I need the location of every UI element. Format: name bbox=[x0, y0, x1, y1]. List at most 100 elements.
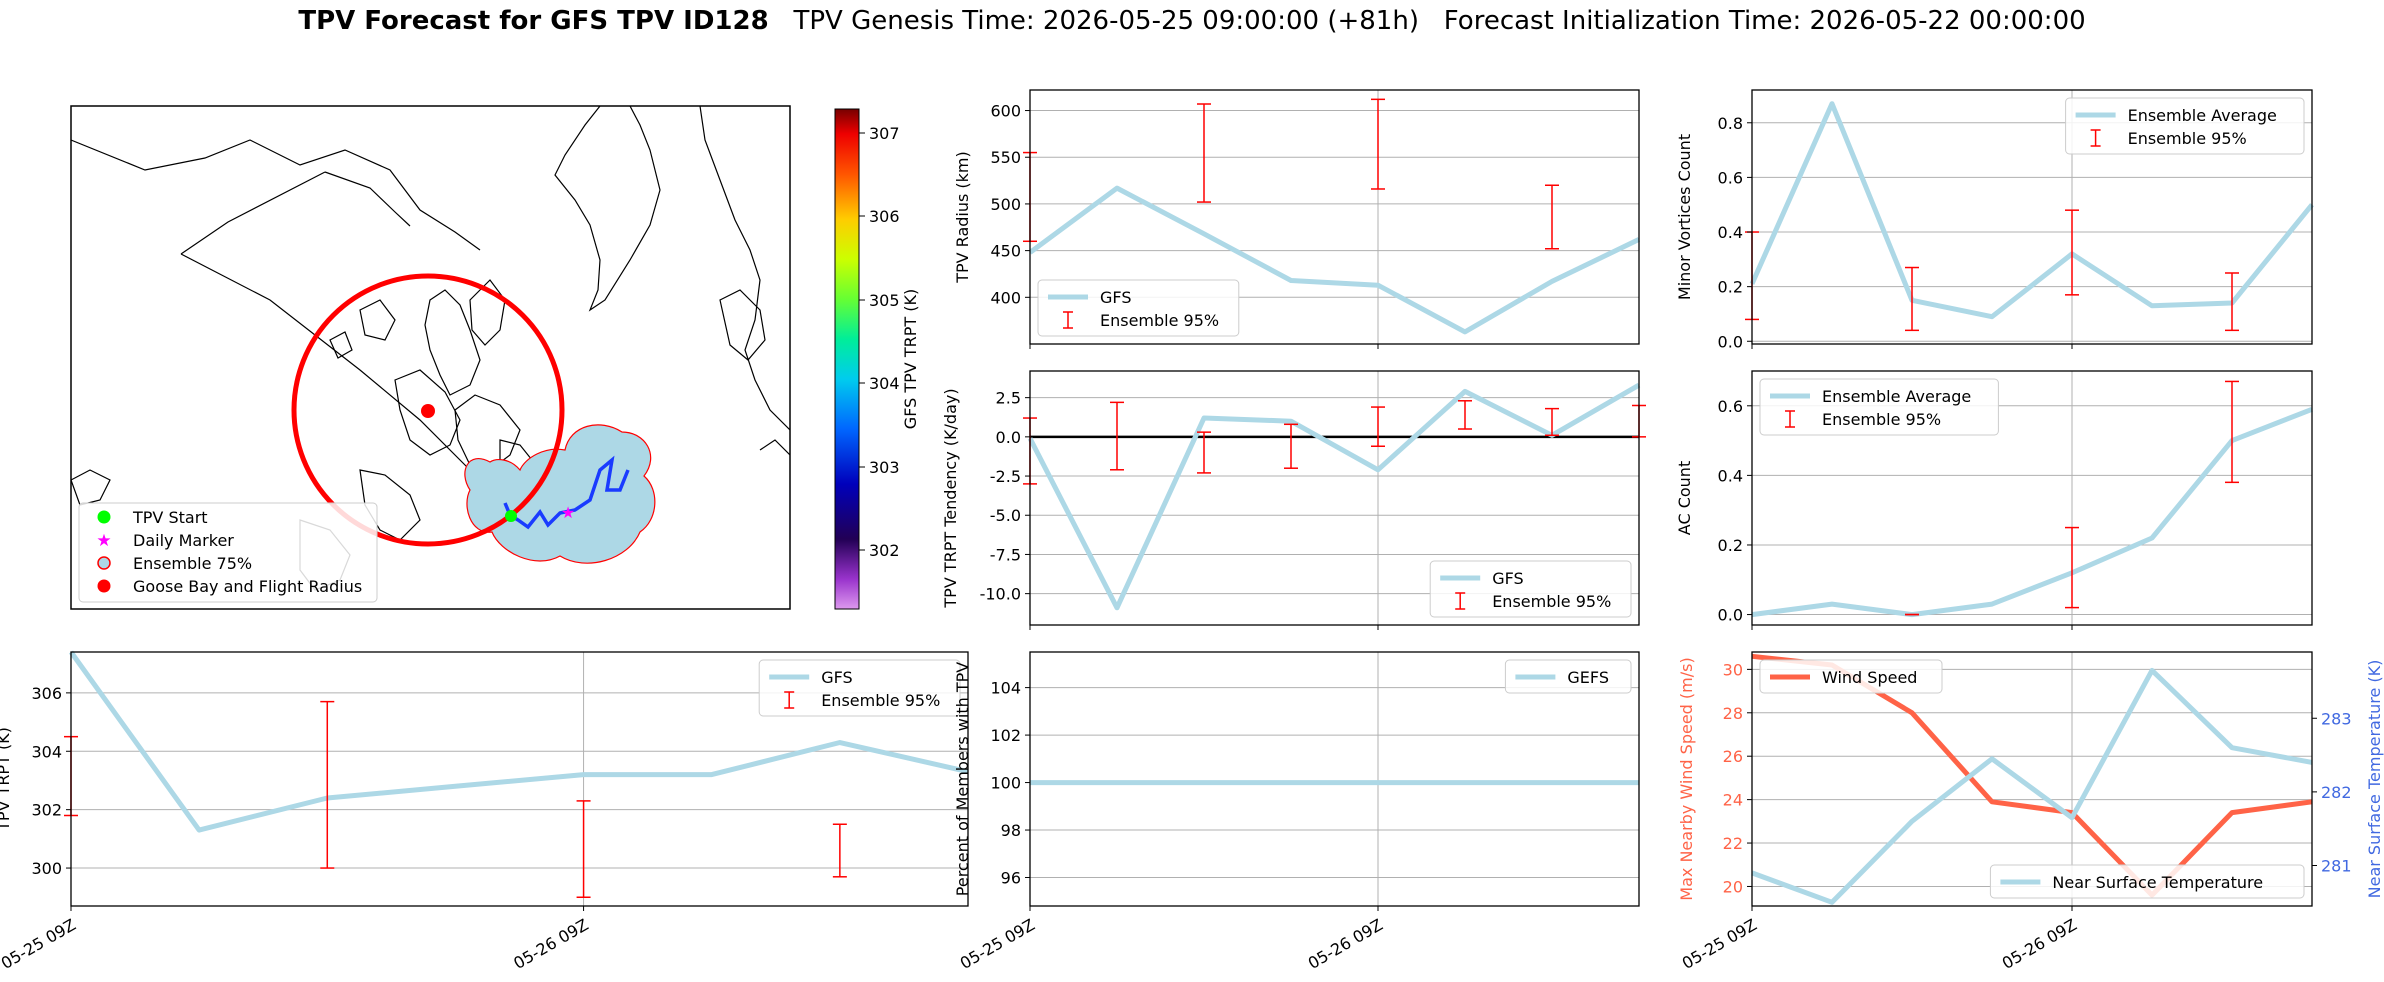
panel-wind-temp: 20 22 24 26 28 30 Max Nearby Wind Speed (m/s) 2… bbox=[1677, 651, 2384, 973]
figure-title: TPV Forecast for GFS TPV ID128 TPV Genes… bbox=[0, 6, 2384, 36]
colorbar-label: GFS TPV TRPT (K) bbox=[901, 289, 920, 429]
errorbar bbox=[1197, 431, 1211, 474]
coast-segment-2 bbox=[324, 171, 411, 227]
baffin-island bbox=[424, 289, 481, 396]
y-tick-label: 24 bbox=[1723, 791, 1743, 810]
y-tick-label: 0.0 bbox=[1718, 332, 1743, 351]
errorbar bbox=[1371, 406, 1385, 448]
map-legend-label: Goose Bay and Flight Radius bbox=[133, 577, 362, 596]
plot-frame bbox=[1751, 89, 2313, 345]
plot-frame bbox=[70, 651, 969, 907]
island-1 bbox=[469, 279, 506, 346]
magenta-star-icon: ★ bbox=[96, 531, 111, 551]
y-tick-label: 302 bbox=[31, 801, 62, 820]
ensemble-75-region bbox=[464, 424, 656, 564]
y2-tick-label: 282 bbox=[2321, 783, 2352, 802]
y-tick-label: -10.0 bbox=[980, 585, 1021, 604]
panel-trpt-tendency: -10.0 -7.5 -5.0 -2.5 0.0 2.5 TPV TRPT Tendency… bbox=[941, 370, 1646, 630]
y-tick-label: 304 bbox=[31, 742, 62, 761]
y-tick-label: 0.2 bbox=[1718, 278, 1743, 297]
green-dot-icon bbox=[97, 510, 111, 524]
title-genesis: TPV Genesis Time: 2026-05-25 09:00:00 (+… bbox=[793, 6, 1419, 36]
series-line bbox=[1749, 101, 2314, 320]
y-tick-label: 28 bbox=[1723, 704, 1743, 723]
legend-label: Ensemble 95% bbox=[821, 691, 940, 710]
legend: Ensemble Average Ensemble 95% bbox=[2065, 97, 2305, 155]
colorbar-tick-label: 307 bbox=[869, 124, 900, 143]
legend-label: GFS bbox=[1492, 569, 1523, 588]
x-tick-label: 05-26 09Z bbox=[510, 915, 591, 973]
y-tick-label: 0.0 bbox=[1718, 606, 1743, 625]
coast-segment bbox=[180, 171, 326, 255]
y-tick-label: 30 bbox=[1723, 660, 1743, 679]
y-tick-label: 96 bbox=[1001, 869, 1021, 888]
errorbar bbox=[1458, 400, 1472, 430]
legend-label: GEFS bbox=[1567, 668, 1609, 687]
y-axis-label: TPV TRPT Tendency (K/day) bbox=[941, 388, 960, 608]
y2-tick-label: 283 bbox=[2321, 709, 2352, 728]
legend-box bbox=[1759, 659, 1943, 694]
errorbar bbox=[2225, 380, 2239, 484]
y-tick-label: 400 bbox=[990, 288, 1021, 307]
map-legend-label: Ensemble 75% bbox=[133, 554, 252, 573]
errorbar bbox=[2065, 526, 2079, 609]
legend-label: Ensemble 95% bbox=[1100, 311, 1219, 330]
errorbar bbox=[1197, 103, 1211, 203]
legend-box bbox=[758, 659, 961, 717]
y-tick-label: 500 bbox=[990, 195, 1021, 214]
colorbar bbox=[834, 108, 860, 610]
legend: Near Surface Temperature bbox=[1989, 864, 2305, 899]
tpv-start-marker bbox=[505, 510, 517, 522]
errorbar bbox=[832, 823, 847, 878]
colorbar-ticks: 307 306 305 304 303 302 bbox=[859, 124, 900, 560]
y-axis-label: TPV Radius (km) bbox=[953, 151, 972, 284]
legend: GFS Ensemble 95% bbox=[1037, 279, 1240, 337]
x-tick-label: 05-26 09Z bbox=[1305, 915, 1386, 973]
map-panel: ★ TPV Start ★ Daily Marker Ensemble 75% Goos… bbox=[70, 105, 920, 610]
y-tick-label: 100 bbox=[990, 774, 1021, 793]
scandinavia bbox=[719, 289, 766, 361]
y-tick-label: 550 bbox=[990, 148, 1021, 167]
y-tick-label: 104 bbox=[990, 679, 1021, 698]
legend-label: Ensemble 95% bbox=[2128, 129, 2247, 148]
y-tick-label: 0.8 bbox=[1718, 114, 1743, 133]
x-tick-label: 05-25 09Z bbox=[957, 915, 1038, 973]
plot-frame bbox=[1751, 370, 2313, 626]
goose-bay-flight-radius bbox=[291, 273, 565, 547]
map-legend-label: TPV Start bbox=[132, 508, 208, 527]
y-tick-label: 0.6 bbox=[1718, 397, 1743, 416]
errorbar bbox=[2065, 209, 2079, 296]
legend-label: GFS bbox=[821, 668, 852, 687]
island-3 bbox=[329, 331, 353, 359]
y-axis-label: Minor Vortices Count bbox=[1675, 134, 1694, 300]
y-tick-label: -2.5 bbox=[990, 467, 1021, 486]
errorbar bbox=[1905, 266, 1919, 332]
y-tick-label: 600 bbox=[990, 102, 1021, 121]
colorbar-tick-label: 305 bbox=[869, 291, 900, 310]
errorbar bbox=[1284, 423, 1298, 469]
daily-marker-star: ★ bbox=[561, 503, 575, 522]
y-tick-label: 0.2 bbox=[1718, 536, 1743, 555]
legend-box bbox=[2065, 97, 2305, 155]
legend-box bbox=[1037, 279, 1240, 337]
y-axis-label: Percent of Members with TPV bbox=[953, 662, 972, 896]
iberia-coast bbox=[759, 439, 790, 456]
colorbar-tick-label: 303 bbox=[869, 458, 900, 477]
plot-frame bbox=[1029, 370, 1640, 626]
quebec-coast bbox=[454, 394, 521, 471]
island-2 bbox=[359, 299, 396, 341]
legend: GFS Ensemble 95% bbox=[758, 659, 961, 717]
plot-frame bbox=[1751, 651, 2313, 907]
title-main: TPV Forecast for GFS TPV ID128 bbox=[298, 6, 769, 36]
y-tick-label: 98 bbox=[1001, 821, 1021, 840]
legend-box bbox=[1759, 378, 1999, 436]
colorbar-tick-label: 306 bbox=[869, 207, 900, 226]
errorbar bbox=[1545, 184, 1559, 250]
map-legend-label: Daily Marker bbox=[133, 531, 234, 550]
x-tick-label: 05-25 09Z bbox=[1679, 915, 1760, 973]
errorbar bbox=[320, 700, 335, 869]
tpv-track bbox=[503, 455, 630, 530]
x-tick-label: 05-25 09Z bbox=[0, 915, 79, 973]
legend-label: Ensemble Average bbox=[2128, 106, 2277, 125]
legend-box bbox=[1429, 560, 1632, 618]
